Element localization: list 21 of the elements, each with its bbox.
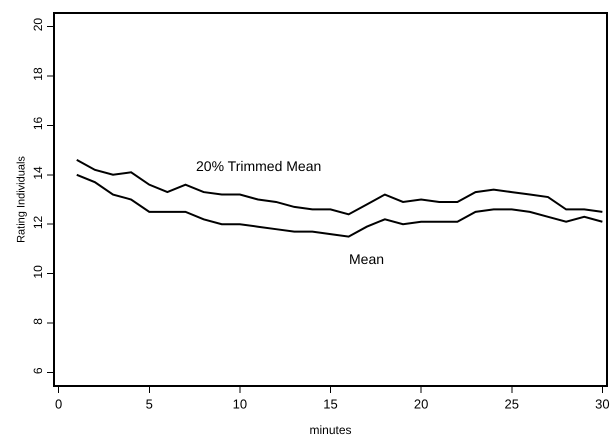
y-axis-title: Rating Individuals — [15, 156, 28, 243]
y-tick-label: 20 — [31, 18, 46, 32]
x-tick-label: 15 — [323, 396, 338, 412]
line-series — [76, 174, 604, 238]
x-tick-label: 0 — [55, 396, 62, 412]
line-series — [76, 158, 604, 216]
x-tick-label: 5 — [146, 396, 153, 412]
x-tick-label: 30 — [595, 396, 610, 412]
y-tick-label: 10 — [31, 264, 46, 279]
y-tick-label: 6 — [31, 367, 46, 374]
x-tick-label: 20 — [414, 396, 428, 412]
y-tick-label: 14 — [31, 166, 46, 180]
x-tick-label: 10 — [232, 396, 248, 412]
y-tick-label: 16 — [31, 116, 46, 130]
series-label: 20% Trimmed Mean — [196, 158, 322, 174]
x-axis-title: minutes — [309, 423, 352, 437]
series-label: Mean — [349, 251, 384, 267]
y-tick-label: 8 — [31, 318, 46, 325]
x-tick-label: 25 — [504, 396, 519, 412]
y-tick-label: 18 — [31, 67, 46, 81]
y-tick-label: 12 — [31, 215, 46, 230]
